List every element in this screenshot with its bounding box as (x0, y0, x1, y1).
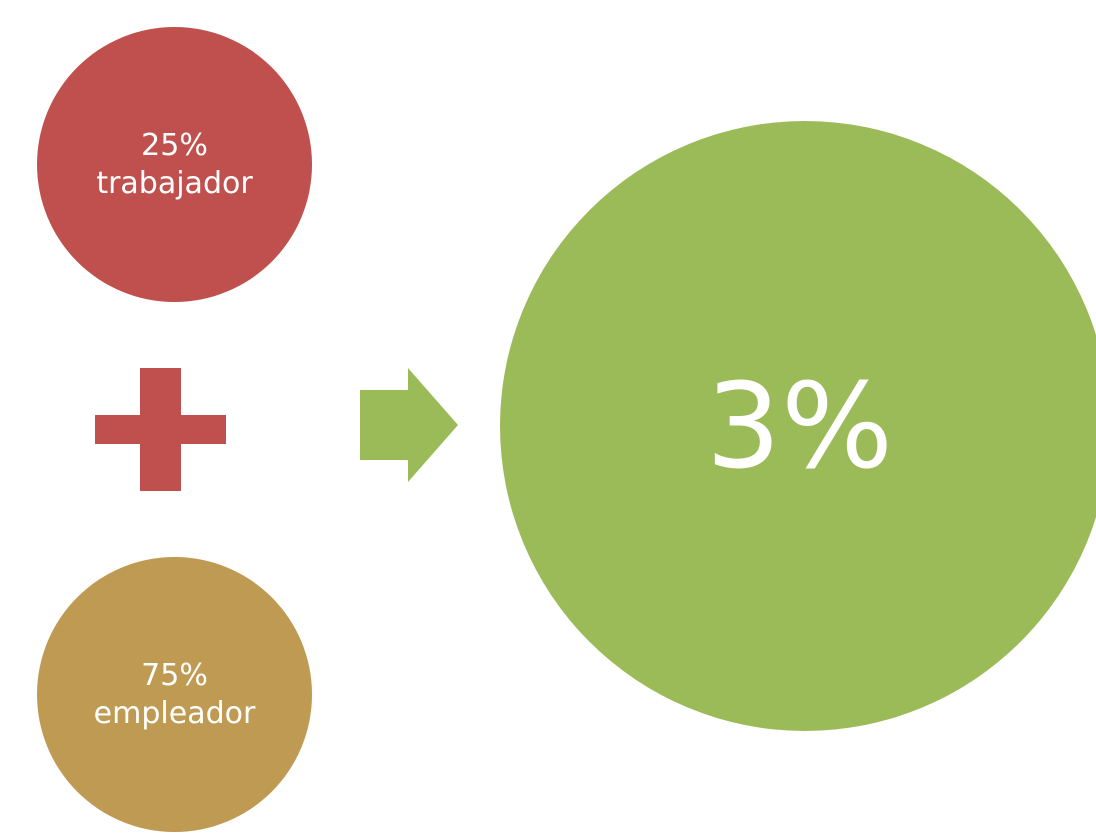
arrow-right-icon (360, 368, 458, 482)
employer-percent: 75% (141, 657, 208, 693)
total-rate-value: 3% (705, 357, 894, 495)
total-rate-circle: 3% (500, 121, 1096, 731)
worker-percent: 25% (141, 127, 208, 163)
employer-share-circle: 75% empleador (37, 557, 312, 832)
employer-label: empleador (93, 695, 256, 731)
worker-share-circle: 25% trabajador (37, 27, 312, 302)
plus-shape (95, 368, 226, 491)
arrow-shape (360, 368, 458, 482)
worker-label: trabajador (96, 165, 253, 201)
plus-icon (95, 368, 226, 491)
